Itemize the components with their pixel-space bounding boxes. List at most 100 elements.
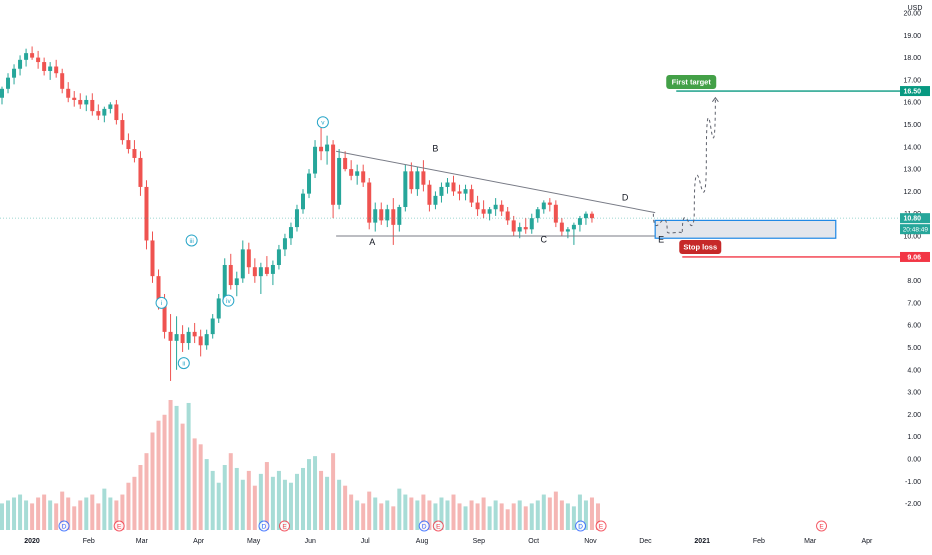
candle[interactable]: [12, 64, 17, 85]
wave-label[interactable]: ii: [177, 357, 190, 370]
candle[interactable]: [433, 191, 438, 210]
earnings-marker[interactable]: E: [816, 520, 828, 532]
candle[interactable]: [228, 253, 233, 290]
wave-label[interactable]: v: [316, 116, 329, 129]
candle[interactable]: [288, 222, 293, 245]
candle[interactable]: [246, 242, 251, 274]
candle[interactable]: [547, 198, 552, 212]
dividend-marker[interactable]: D: [575, 520, 587, 532]
candle[interactable]: [373, 202, 378, 232]
candle[interactable]: [78, 93, 83, 109]
candle[interactable]: [535, 207, 540, 223]
candle[interactable]: [451, 175, 456, 196]
candle[interactable]: [331, 140, 336, 219]
candle[interactable]: [276, 244, 281, 270]
candle[interactable]: [559, 218, 564, 236]
candle[interactable]: [439, 182, 444, 203]
candle[interactable]: [325, 135, 330, 165]
candle[interactable]: [174, 316, 179, 370]
candle[interactable]: [270, 260, 275, 286]
candle[interactable]: [54, 59, 59, 78]
candle[interactable]: [571, 222, 576, 245]
dividend-marker[interactable]: D: [258, 520, 270, 532]
candle[interactable]: [42, 57, 47, 76]
candle[interactable]: [463, 184, 468, 201]
candle[interactable]: [66, 82, 71, 103]
candle[interactable]: [144, 180, 149, 250]
candle[interactable]: [427, 180, 432, 212]
upper-trendline[interactable]: [336, 150, 656, 214]
candle[interactable]: [529, 213, 534, 234]
candle[interactable]: [186, 327, 191, 350]
candle[interactable]: [90, 93, 95, 116]
candle[interactable]: [240, 240, 245, 283]
candle[interactable]: [301, 189, 305, 214]
candle[interactable]: [493, 198, 498, 216]
candle[interactable]: [475, 195, 480, 216]
earnings-marker[interactable]: E: [432, 520, 444, 532]
candle[interactable]: [282, 233, 287, 257]
candle[interactable]: [541, 200, 546, 214]
candle[interactable]: [102, 106, 107, 123]
candle[interactable]: [403, 164, 408, 212]
candle[interactable]: [511, 215, 516, 236]
candle[interactable]: [72, 91, 77, 107]
candle[interactable]: [84, 95, 89, 112]
candle[interactable]: [168, 314, 173, 381]
candle[interactable]: [258, 262, 263, 294]
candle[interactable]: [108, 102, 113, 114]
candle[interactable]: [523, 218, 528, 234]
candle[interactable]: [36, 50, 41, 69]
candle[interactable]: [138, 151, 143, 196]
candle[interactable]: [457, 184, 462, 201]
wave-label[interactable]: iv: [222, 294, 235, 307]
candle[interactable]: [60, 68, 65, 94]
earnings-marker[interactable]: E: [595, 520, 607, 532]
candle[interactable]: [126, 133, 131, 154]
candle[interactable]: [180, 325, 185, 352]
candle[interactable]: [48, 62, 53, 80]
wave-label[interactable]: iii: [185, 234, 198, 247]
target-label-box[interactable]: [666, 75, 717, 90]
candle[interactable]: [96, 104, 101, 121]
candle[interactable]: [264, 256, 269, 277]
stop-label-box[interactable]: [679, 239, 722, 254]
candle[interactable]: [150, 231, 155, 283]
candle[interactable]: [385, 204, 390, 228]
candle[interactable]: [319, 126, 324, 161]
candle[interactable]: [553, 200, 558, 228]
candle[interactable]: [505, 207, 510, 225]
candle[interactable]: [499, 200, 504, 216]
candle[interactable]: [114, 99, 119, 125]
candle[interactable]: [192, 322, 197, 344]
candle[interactable]: [198, 329, 203, 357]
candle[interactable]: [355, 164, 360, 185]
candle[interactable]: [379, 202, 384, 225]
earnings-marker[interactable]: E: [278, 520, 290, 532]
candle[interactable]: [343, 151, 348, 172]
candle[interactable]: [409, 162, 414, 194]
candle[interactable]: [313, 140, 318, 179]
candle[interactable]: [120, 113, 125, 145]
candle[interactable]: [216, 293, 221, 323]
candle[interactable]: [421, 160, 426, 192]
candle[interactable]: [367, 178, 372, 230]
candle[interactable]: [234, 271, 239, 297]
candle[interactable]: [204, 329, 209, 350]
candle[interactable]: [307, 169, 312, 199]
candle[interactable]: [469, 184, 474, 208]
candle[interactable]: [30, 46, 35, 60]
candle[interactable]: [0, 86, 4, 105]
candle[interactable]: [18, 55, 23, 76]
candle[interactable]: [481, 200, 486, 219]
candle[interactable]: [6, 73, 11, 94]
projection-path[interactable]: [652, 97, 716, 234]
wave-label[interactable]: i: [155, 296, 168, 309]
candle[interactable]: [415, 166, 420, 196]
dividend-marker[interactable]: D: [418, 520, 430, 532]
earnings-marker[interactable]: E: [113, 520, 125, 532]
candle[interactable]: [294, 204, 299, 232]
candle[interactable]: [222, 258, 227, 303]
